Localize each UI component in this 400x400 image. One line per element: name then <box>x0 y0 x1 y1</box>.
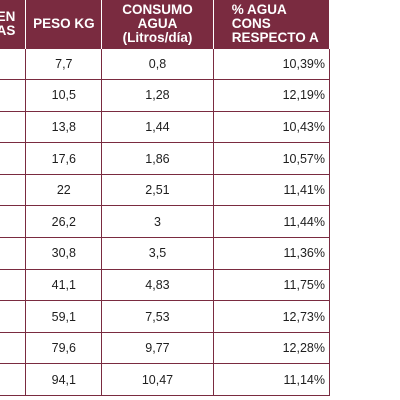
age-cell <box>0 142 27 175</box>
percent-cell: 11,36% <box>212 237 331 270</box>
table-row: 59,1 7,53 12,73% <box>0 300 331 333</box>
water-cell: 0,8 <box>101 47 214 81</box>
table-row: 30,8 3,5 11,36% <box>0 237 331 270</box>
weight-cell: 22 <box>25 173 103 207</box>
header-weight-kg: PESO KG <box>25 0 103 48</box>
water-cell: 7,53 <box>101 300 214 333</box>
table-row: 17,6 1,86 10,57% <box>0 142 331 175</box>
age-cell <box>0 173 27 207</box>
age-cell <box>0 205 27 239</box>
water-consumption-table: O EN ANAS PESO KG CONSUMO AGUA (Litros/d… <box>0 0 331 397</box>
weight-cell: 17,6 <box>25 142 103 175</box>
table-body: 7,7 0,8 10,39% 10,5 1,28 12,19% 13,8 1,4… <box>0 47 331 397</box>
weight-cell: 30,8 <box>25 237 103 270</box>
header-water-consumption: CONSUMO AGUA (Litros/día) <box>101 0 214 48</box>
water-cell: 1,44 <box>101 110 214 144</box>
percent-cell: 11,41% <box>212 173 331 207</box>
table-row: 94,1 10,47 11,14% <box>0 363 331 397</box>
percent-cell: 10,57% <box>212 142 331 175</box>
percent-cell: 10,43% <box>212 110 331 144</box>
table-row: 10,5 1,28 12,19% <box>0 79 331 112</box>
table-row: 7,7 0,8 10,39% <box>0 47 331 81</box>
table-row: 13,8 1,44 10,43% <box>0 110 331 144</box>
weight-cell: 79,6 <box>25 331 103 365</box>
percent-cell: 11,44% <box>212 205 331 239</box>
age-cell <box>0 79 27 112</box>
age-cell <box>0 363 27 397</box>
weight-cell: 10,5 <box>25 79 103 112</box>
age-cell <box>0 331 27 365</box>
age-cell <box>0 110 27 144</box>
water-cell: 10,47 <box>101 363 214 397</box>
weight-cell: 7,7 <box>25 47 103 81</box>
water-cell: 2,51 <box>101 173 214 207</box>
age-cell <box>0 268 27 302</box>
table-row: 26,2 3 11,44% <box>0 205 331 239</box>
header-row: O EN ANAS PESO KG CONSUMO AGUA (Litros/d… <box>0 0 331 48</box>
weight-cell: 26,2 <box>25 205 103 239</box>
water-cell: 3 <box>101 205 214 239</box>
percent-cell: 11,14% <box>212 363 331 397</box>
age-cell <box>0 237 27 270</box>
weight-cell: 59,1 <box>25 300 103 333</box>
table-row: 79,6 9,77 12,28% <box>0 331 331 365</box>
water-cell: 1,28 <box>101 79 214 112</box>
water-cell: 9,77 <box>101 331 214 365</box>
weight-cell: 41,1 <box>25 268 103 302</box>
water-cell: 4,83 <box>101 268 214 302</box>
table-row: 22 2,51 11,41% <box>0 173 331 207</box>
percent-cell: 12,28% <box>212 331 331 365</box>
percent-cell: 11,75% <box>212 268 331 302</box>
percent-cell: 12,73% <box>212 300 331 333</box>
header-water-percent: % AGUA CONS RESPECTO A <box>213 0 331 48</box>
weight-cell: 94,1 <box>25 363 103 397</box>
percent-cell: 10,39% <box>212 47 331 81</box>
table-header: O EN ANAS PESO KG CONSUMO AGUA (Litros/d… <box>0 0 331 48</box>
age-cell <box>0 47 27 81</box>
water-cell: 1,86 <box>101 142 214 175</box>
weight-cell: 13,8 <box>25 110 103 144</box>
age-cell <box>0 300 27 333</box>
percent-cell: 12,19% <box>212 79 331 112</box>
table-row: 41,1 4,83 11,75% <box>0 268 331 302</box>
header-age-weeks: O EN ANAS <box>0 0 27 48</box>
water-cell: 3,5 <box>101 237 214 270</box>
